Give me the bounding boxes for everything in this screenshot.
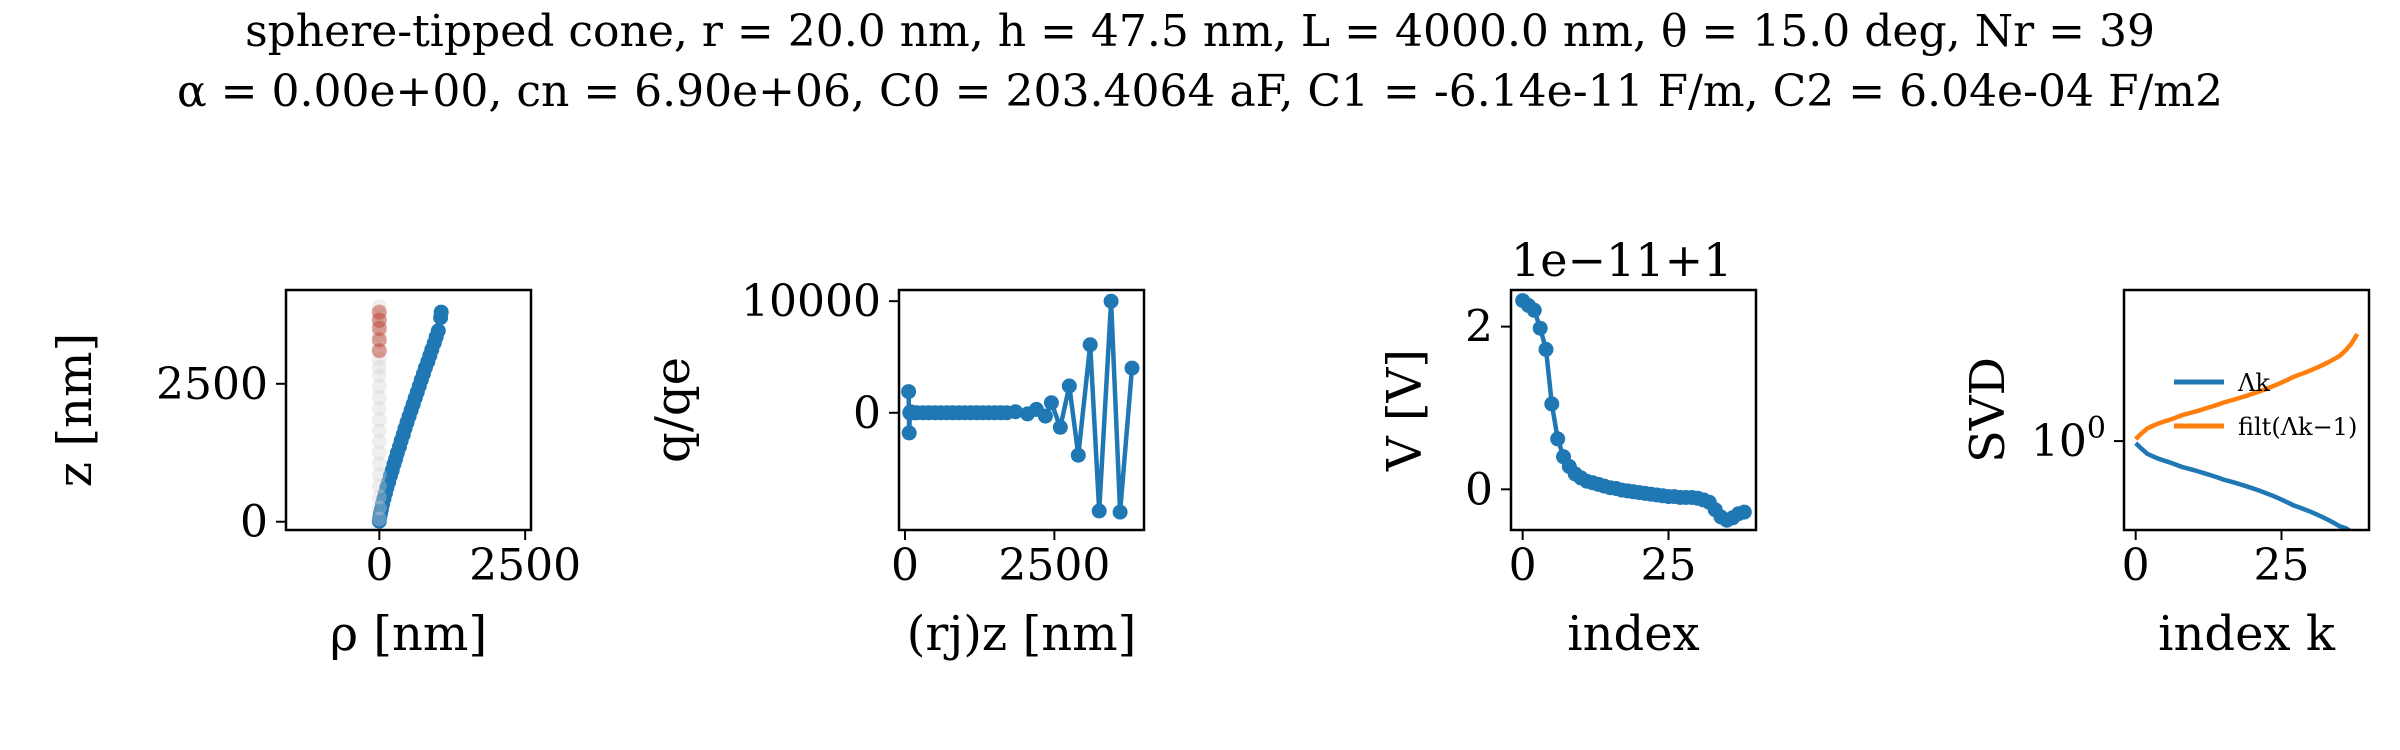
panel-charge: 0 2500 0 10000 (rj)z [nm] q/qe xyxy=(645,276,1146,662)
data-point xyxy=(371,312,387,328)
plot-area xyxy=(901,293,1140,520)
x-axis-label: (rj)z [nm] xyxy=(907,606,1137,662)
x-tick-label: 25 xyxy=(2254,540,2310,591)
data-point xyxy=(371,467,387,483)
x-tick-label: 0 xyxy=(891,540,919,591)
title1-text: sphere-tipped cone, r = 20.0 nm, h = 47.… xyxy=(245,6,2155,57)
data-point xyxy=(1544,396,1560,412)
data-point xyxy=(1061,378,1077,394)
data-point xyxy=(433,304,449,320)
data-point xyxy=(901,384,917,400)
data-point xyxy=(1070,447,1086,463)
y-tick-exponent: 0 xyxy=(2087,411,2106,446)
data-point xyxy=(371,401,387,417)
axes-frame xyxy=(1509,288,1758,532)
data-point xyxy=(371,445,387,461)
axes-frame xyxy=(897,288,1146,532)
x-tick-label: 25 xyxy=(1641,540,1697,591)
data-point xyxy=(371,304,387,320)
plot-area xyxy=(2134,332,2360,530)
plot-area xyxy=(371,299,449,529)
axes-frame xyxy=(284,288,533,532)
data-point xyxy=(1082,337,1098,353)
data-point xyxy=(371,423,387,439)
data-point xyxy=(371,434,387,450)
data-point xyxy=(430,323,446,339)
y-tick-base: 10 xyxy=(2031,416,2087,467)
legend-label: Λk xyxy=(2237,369,2270,397)
data-point xyxy=(1037,408,1053,424)
axis-offset-label: 1e−11+1 xyxy=(1511,233,1732,287)
panel-potential: 0 25 0 2 index V [V] 1e−11+1 xyxy=(1377,233,1758,662)
data-point xyxy=(1052,419,1068,435)
data-point xyxy=(371,412,387,428)
data-point xyxy=(371,351,387,367)
y-tick-label: 100 xyxy=(2031,411,2106,467)
x-axis-label: index xyxy=(1567,606,1699,662)
x-axis-label: index k xyxy=(2158,606,2336,662)
panel-rho-z: 0 2500 0 2500 ρ [nm] z [nm] xyxy=(47,288,581,662)
series-line xyxy=(2134,332,2360,441)
data-point xyxy=(1736,504,1752,520)
y-tick-label: 2500 xyxy=(156,359,268,410)
data-point xyxy=(1550,431,1566,447)
y-axis-label: q/qe xyxy=(645,357,701,463)
data-point xyxy=(1124,360,1140,376)
data-point xyxy=(1112,504,1128,520)
data-point xyxy=(371,332,387,348)
figure-title-line-2: α = 0.00e+00, cn = 6.90e+06, C0 = 203.40… xyxy=(0,66,2400,117)
data-point xyxy=(371,456,387,472)
y-axis-label: SVD xyxy=(1960,357,2016,463)
data-point xyxy=(1532,320,1548,336)
data-point xyxy=(1091,503,1107,519)
y-axis-label: z [nm] xyxy=(47,333,103,487)
data-point xyxy=(371,379,387,395)
data-point xyxy=(371,343,387,359)
data-point xyxy=(371,334,387,350)
y-tick-label: 0 xyxy=(853,388,881,439)
axes-frame xyxy=(2122,288,2371,532)
x-tick-label: 2500 xyxy=(998,540,1110,591)
data-point xyxy=(1103,293,1119,309)
data-point xyxy=(1043,395,1059,411)
data-point xyxy=(371,343,387,359)
data-point xyxy=(371,390,387,406)
x-tick-label: 0 xyxy=(365,540,393,591)
y-tick-label: 2 xyxy=(1465,302,1493,353)
y-tick-label: 0 xyxy=(1465,464,1493,515)
series-line xyxy=(2134,441,2353,530)
x-tick-label: 2500 xyxy=(469,540,581,591)
data-point xyxy=(371,318,387,334)
data-point xyxy=(371,478,387,494)
y-axis-label: V [V] xyxy=(1377,349,1433,472)
legend-label: filt(Λk−1) xyxy=(2238,413,2357,441)
data-point xyxy=(371,321,387,337)
data-point xyxy=(371,368,387,383)
y-tick-label: 10000 xyxy=(741,276,881,327)
data-point xyxy=(371,312,387,328)
y-tick-label: 0 xyxy=(240,497,268,548)
x-tick-label: 0 xyxy=(1509,540,1537,591)
figure-title-line-1: sphere-tipped cone, r = 20.0 nm, h = 47.… xyxy=(0,6,2400,57)
data-point xyxy=(371,511,387,527)
plot-area xyxy=(1515,293,1752,528)
data-point xyxy=(371,500,387,516)
data-point xyxy=(1526,302,1542,318)
data-point xyxy=(371,299,387,315)
title2-text: α = 0.00e+00, cn = 6.90e+06, C0 = 203.40… xyxy=(176,66,2224,117)
x-tick-label: 0 xyxy=(2122,540,2150,591)
data-point xyxy=(371,307,387,323)
data-point xyxy=(371,359,387,375)
data-point xyxy=(371,326,387,342)
data-point xyxy=(901,425,917,441)
x-axis-label: ρ [nm] xyxy=(330,606,487,662)
data-point xyxy=(1008,404,1023,420)
data-point xyxy=(371,489,387,505)
data-point xyxy=(1538,341,1554,357)
